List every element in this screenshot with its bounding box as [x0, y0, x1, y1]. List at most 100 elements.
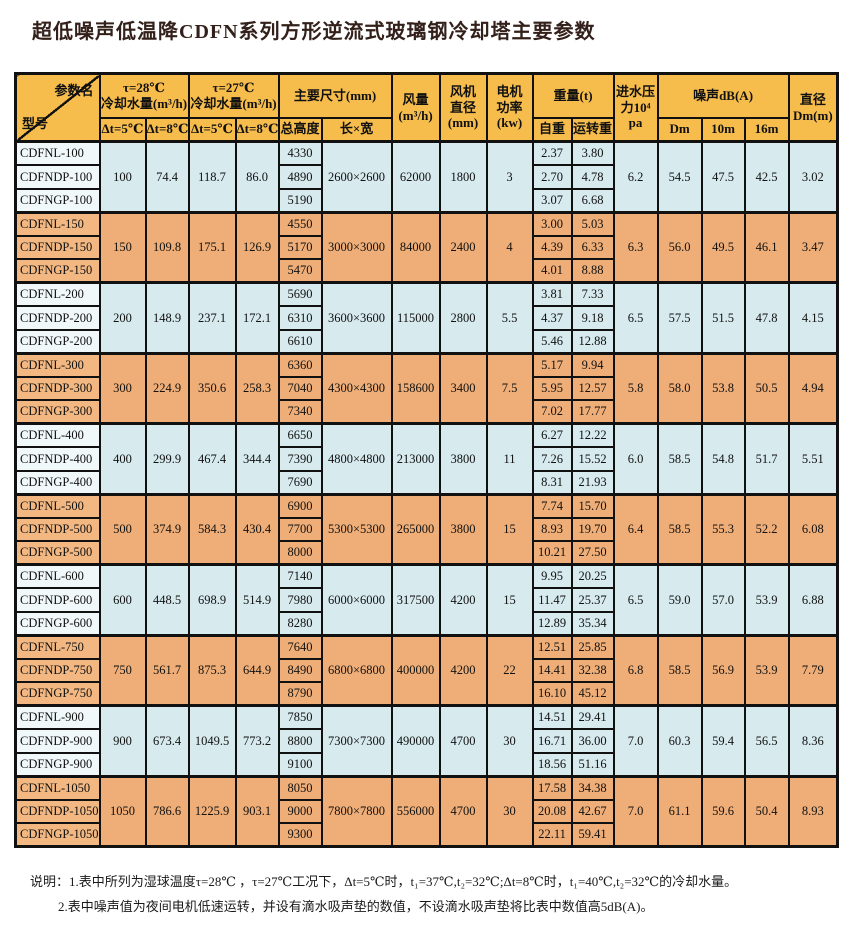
dims-cell: 3600×3600 — [320, 281, 393, 354]
corner-cell: 参数名 型号 — [14, 72, 101, 143]
flow-cell: 903.1 — [234, 775, 280, 848]
self-weight-cell: 14.41 — [531, 657, 573, 683]
run-weight-cell: 9.94 — [570, 352, 615, 378]
model-cell: CDFNGP-200 — [14, 328, 101, 354]
self-weight-cell: 12.51 — [531, 634, 573, 660]
dims-cell: 7800×7800 — [320, 775, 393, 848]
run-weight-cell: 34.38 — [570, 775, 615, 801]
page-title: 超低噪声低温降CDFN系列方形逆流式玻璃钢冷却塔主要参数 — [32, 21, 596, 43]
group-200: CDFNL-200 200 148.9 237.1 172.1 5690 360… — [14, 281, 839, 354]
flow-cell: 150 — [98, 211, 147, 284]
table-row: CDFNL-200 200 148.9 237.1 172.1 5690 360… — [14, 281, 839, 354]
dims-cell: 6800×6800 — [320, 634, 393, 707]
header-total-height: 总高度 — [277, 116, 323, 143]
header-dt5-28: Δt=5℃ — [98, 116, 147, 143]
table-row: CDFNGP-1050 9300 22.11 59.41 — [14, 822, 838, 848]
model-cell: CDFNDP-200 — [14, 305, 101, 331]
run-weight-cell: 3.80 — [570, 140, 615, 166]
flow-cell: 344.4 — [234, 422, 280, 495]
height-cell: 8000 — [277, 540, 323, 566]
model-cell: CDFNGP-150 — [14, 258, 101, 284]
group-400: CDFNL-400 400 299.9 467.4 344.4 6650 480… — [14, 422, 839, 495]
height-cell: 9100 — [277, 751, 323, 777]
motor-power-cell: 15 — [485, 493, 534, 566]
height-cell: 8490 — [277, 657, 323, 683]
height-cell: 6360 — [277, 352, 323, 378]
fan-dia-cell: 4700 — [438, 704, 488, 777]
airflow-cell: 490000 — [390, 704, 441, 777]
height-cell: 4550 — [277, 211, 323, 237]
flow-cell: 786.6 — [144, 775, 190, 848]
flow-cell: 258.3 — [234, 352, 280, 425]
noise-10m-cell: 57.0 — [700, 563, 746, 636]
table-row: CDFNDP-900 8800 16.71 36.00 — [14, 728, 838, 754]
run-weight-cell: 19.70 — [570, 516, 615, 542]
noise-10m-cell: 54.8 — [700, 422, 746, 495]
fan-dia-cell: 4200 — [438, 634, 488, 707]
note-line-1: 说明：1.表中所列为湿球温度τ=28℃ ，τ=27℃工况下，Δt=5℃时，t₁=… — [30, 874, 850, 890]
self-weight-cell: 2.70 — [531, 164, 573, 190]
flow-cell: 172.1 — [234, 281, 280, 354]
diameter-cell: 8.36 — [787, 704, 839, 777]
model-cell: CDFNDP-150 — [14, 234, 101, 260]
fan-dia-cell: 4700 — [438, 775, 488, 848]
height-cell: 7690 — [277, 469, 323, 495]
model-cell: CDFNL-100 — [14, 140, 101, 166]
table-row: CDFNGP-150 5470 4.01 8.88 — [14, 258, 838, 284]
table-header: 参数名 型号 τ=28℃ 冷却水量(m³/h) τ=27℃ 冷却水量(m³/h)… — [14, 72, 839, 143]
table-row: CDFNDP-200 6310 4.37 9.18 — [14, 305, 838, 331]
noise-16m-cell: 42.5 — [743, 140, 790, 213]
diameter-cell: 3.02 — [787, 140, 839, 213]
height-cell: 7140 — [277, 563, 323, 589]
noise-16m-cell: 56.5 — [743, 704, 790, 777]
motor-power-cell: 30 — [485, 775, 534, 848]
run-weight-cell: 35.34 — [570, 610, 615, 636]
model-cell: CDFNGP-500 — [14, 540, 101, 566]
header-noise: 噪声dB(A) — [656, 72, 790, 119]
flow-cell: 300 — [98, 352, 147, 425]
run-weight-cell: 6.68 — [570, 187, 615, 213]
self-weight-cell: 4.01 — [531, 258, 573, 284]
pressure-cell: 6.5 — [612, 281, 659, 354]
model-cell: CDFNGP-400 — [14, 469, 101, 495]
self-weight-cell: 11.47 — [531, 587, 573, 613]
note-line-2: 2.表中噪声值为夜间电机低速运转，并设有滴水吸声垫的数值，不设滴水吸声垫将比表中… — [30, 899, 850, 915]
height-cell: 4330 — [277, 140, 323, 166]
self-weight-cell: 18.56 — [531, 751, 573, 777]
noise-dm-cell: 61.1 — [656, 775, 703, 848]
height-cell: 4890 — [277, 164, 323, 190]
self-weight-cell: 4.37 — [531, 305, 573, 331]
self-weight-cell: 3.07 — [531, 187, 573, 213]
flow-cell: 644.9 — [234, 634, 280, 707]
noise-10m-cell: 55.3 — [700, 493, 746, 566]
noise-10m-cell: 59.4 — [700, 704, 746, 777]
header-length-width: 长×宽 — [320, 116, 393, 143]
pressure-cell: 6.5 — [612, 563, 659, 636]
corner-label-parameter: 参数名 — [54, 83, 94, 98]
height-cell: 5190 — [277, 187, 323, 213]
header-noise-10m: 10m — [700, 116, 746, 143]
noise-10m-cell: 47.5 — [700, 140, 746, 213]
flow-cell: 467.4 — [187, 422, 237, 495]
flow-cell: 100 — [98, 140, 147, 213]
header-main-dims: 主要尺寸(mm) — [277, 72, 393, 119]
group-600: CDFNL-600 600 448.5 698.9 514.9 7140 600… — [14, 563, 839, 636]
noise-16m-cell: 51.7 — [743, 422, 790, 495]
motor-power-cell: 3 — [485, 140, 534, 213]
noise-16m-cell: 46.1 — [743, 211, 790, 284]
self-weight-cell: 12.89 — [531, 610, 573, 636]
header-self-weight: 自重 — [531, 116, 573, 143]
self-weight-cell: 7.26 — [531, 446, 573, 472]
flow-cell: 448.5 — [144, 563, 190, 636]
noise-dm-cell: 58.5 — [656, 493, 703, 566]
noise-10m-cell: 53.8 — [700, 352, 746, 425]
dims-cell: 3000×3000 — [320, 211, 393, 284]
header-dt8-28: Δt=8℃ — [144, 116, 190, 143]
self-weight-cell: 22.11 — [531, 822, 573, 848]
self-weight-cell: 9.95 — [531, 563, 573, 589]
run-weight-cell: 12.22 — [570, 422, 615, 448]
motor-power-cell: 4 — [485, 211, 534, 284]
run-weight-cell: 12.88 — [570, 328, 615, 354]
height-cell: 7040 — [277, 375, 323, 401]
